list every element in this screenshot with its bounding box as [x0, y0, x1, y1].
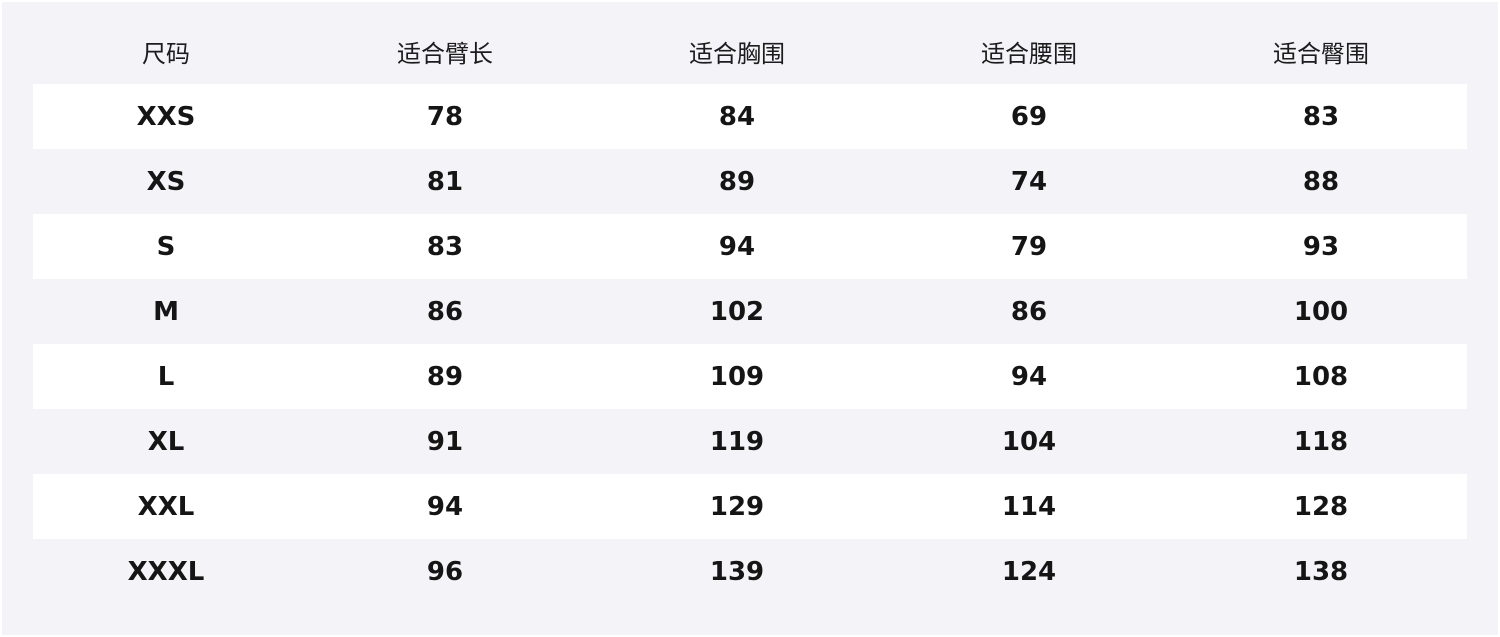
table-row: XS 81 89 74 88: [33, 149, 1467, 214]
cell-chest: 109: [709, 361, 765, 392]
cell-arm-length: 86: [426, 296, 464, 327]
cell-hip: 88: [1302, 166, 1340, 197]
cell-arm-length: 78: [426, 101, 464, 132]
cell-size: L: [157, 361, 175, 392]
header-chest: 适合胸围: [689, 39, 785, 68]
cell-waist: 86: [1010, 296, 1048, 327]
cell-size: XXL: [137, 491, 195, 522]
cell-hip: 100: [1293, 296, 1349, 327]
cell-hip: 93: [1302, 231, 1340, 262]
cell-chest: 84: [718, 101, 756, 132]
cell-waist: 69: [1010, 101, 1048, 132]
cell-waist: 104: [1001, 426, 1057, 457]
size-table: 尺码 适合臂长 适合胸围 适合腰围 适合臀围 XXS 78 84 69 83 XS 81 89…: [33, 18, 1467, 604]
cell-waist: 114: [1001, 491, 1057, 522]
cell-hip: 118: [1293, 426, 1349, 457]
cell-arm-length: 81: [426, 166, 464, 197]
cell-arm-length: 91: [426, 426, 464, 457]
table-row: XL 91 119 104 118: [33, 409, 1467, 474]
table-row: M 86 102 86 100: [33, 279, 1467, 344]
cell-hip: 108: [1293, 361, 1349, 392]
cell-hip: 138: [1293, 556, 1349, 587]
header-hip: 适合臀围: [1273, 39, 1369, 68]
cell-chest: 139: [709, 556, 765, 587]
table-header-row: 尺码 适合臂长 适合胸围 适合腰围 适合臀围: [33, 18, 1467, 84]
table-row: S 83 94 79 93: [33, 214, 1467, 279]
cell-size: S: [156, 231, 176, 262]
cell-chest: 119: [709, 426, 765, 457]
cell-waist: 79: [1010, 231, 1048, 262]
table-row: XXL 94 129 114 128: [33, 474, 1467, 539]
cell-waist: 74: [1010, 166, 1048, 197]
table-body: XXS 78 84 69 83 XS 81 89 74 88 S 83 94 79 93 M 86 102 86 10…: [33, 84, 1467, 604]
header-arm-length: 适合臂长: [397, 39, 493, 68]
cell-chest: 129: [709, 491, 765, 522]
cell-size: XS: [146, 166, 186, 197]
cell-size: XXS: [136, 101, 196, 132]
cell-chest: 102: [709, 296, 765, 327]
header-size: 尺码: [142, 39, 190, 68]
table-row: XXS 78 84 69 83: [33, 84, 1467, 149]
cell-size: M: [153, 296, 179, 327]
cell-chest: 89: [718, 166, 756, 197]
cell-arm-length: 96: [426, 556, 464, 587]
cell-chest: 94: [718, 231, 756, 262]
header-waist: 适合腰围: [981, 39, 1077, 68]
cell-arm-length: 83: [426, 231, 464, 262]
cell-arm-length: 94: [426, 491, 464, 522]
cell-arm-length: 89: [426, 361, 464, 392]
table-row: XXXL 96 139 124 138: [33, 539, 1467, 604]
cell-size: XXXL: [127, 556, 205, 587]
cell-hip: 83: [1302, 101, 1340, 132]
table-row: L 89 109 94 108: [33, 344, 1467, 409]
cell-waist: 94: [1010, 361, 1048, 392]
cell-hip: 128: [1293, 491, 1349, 522]
cell-size: XL: [147, 426, 185, 457]
cell-waist: 124: [1001, 556, 1057, 587]
